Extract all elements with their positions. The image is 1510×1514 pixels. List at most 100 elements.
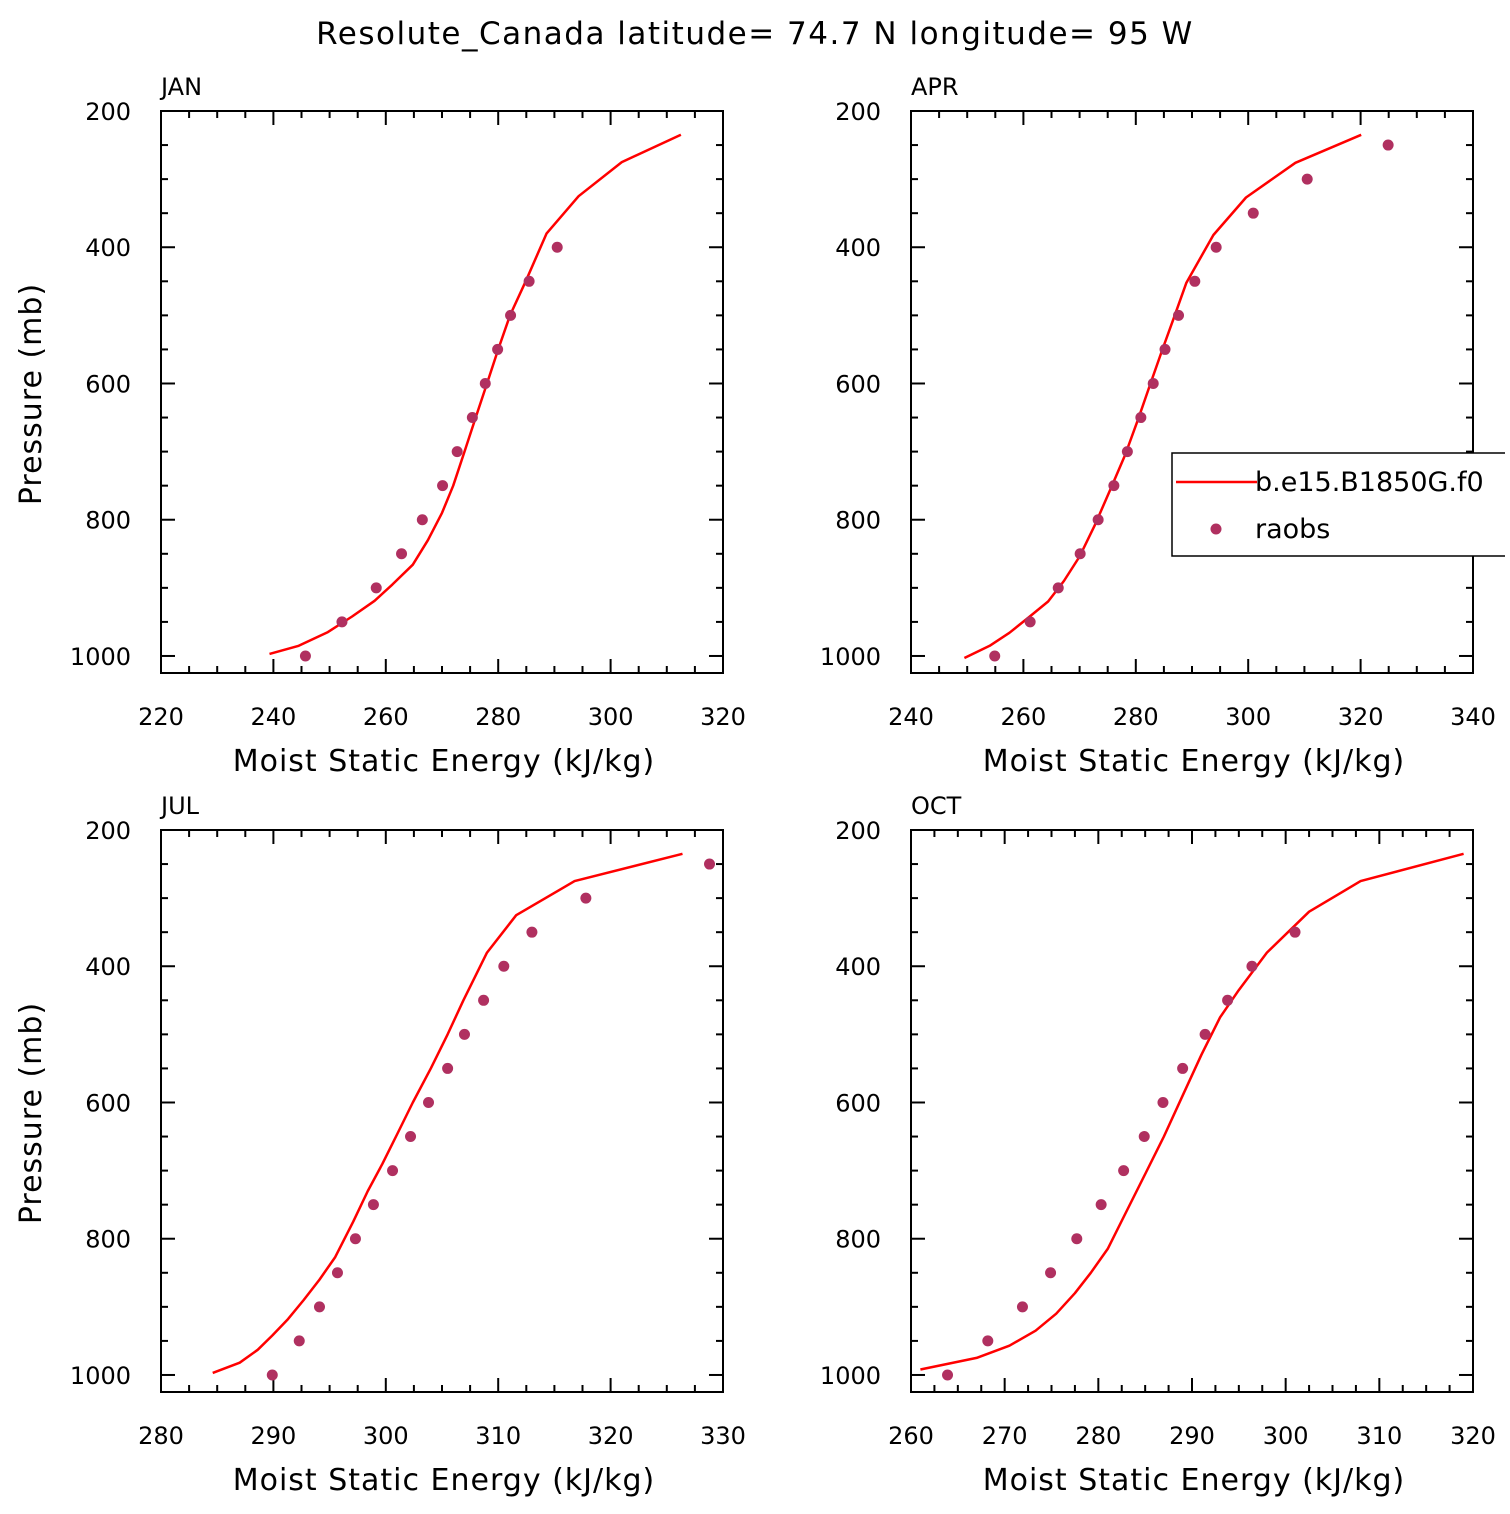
raobs-point (466, 412, 478, 424)
raobs-point (370, 582, 382, 594)
raobs-point (1210, 241, 1222, 253)
series-line-model (920, 852, 1464, 1371)
y-tick-label: 800 (85, 1226, 131, 1254)
raobs-point (505, 309, 517, 321)
legend-label-raobs: raobs (1255, 514, 1330, 545)
x-axis-title: Moist Static Energy (kJ/kg) (983, 744, 1406, 779)
panel-label: APR (911, 73, 959, 101)
raobs-point (313, 1301, 325, 1313)
raobs-point (1177, 1062, 1189, 1074)
y-tick-label: 200 (85, 817, 131, 845)
series-raobs (266, 858, 716, 1381)
x-tick-label: 320 (700, 703, 746, 731)
raobs-point (942, 1369, 954, 1381)
raobs-point (266, 1369, 278, 1381)
series-raobs (942, 926, 1301, 1381)
x-tick-label: 320 (588, 1422, 634, 1450)
raobs-point (1052, 582, 1064, 594)
y-tick-label: 600 (835, 1089, 881, 1117)
y-tick-label: 1000 (70, 1362, 131, 1390)
y-tick-label: 200 (835, 817, 881, 845)
raobs-point (1092, 514, 1104, 526)
panel-apr: APR 240 260 280 300 320 340 200 400 600 800 1000 Moi… (820, 73, 1496, 779)
x-tick-label: 330 (700, 1422, 746, 1450)
raobs-point (982, 1335, 994, 1347)
panel-label: JUL (159, 792, 200, 820)
raobs-point (523, 275, 535, 287)
y-tick-label: 200 (835, 98, 881, 126)
y-tick-label: 400 (835, 234, 881, 262)
x-tick-label: 220 (138, 703, 184, 731)
raobs-point (423, 1096, 435, 1108)
raobs-point (437, 480, 449, 492)
x-tick-label: 320 (1338, 703, 1384, 731)
plot-frame (160, 110, 724, 674)
series-line-model (963, 133, 1362, 660)
series-raobs (299, 241, 563, 662)
raobs-point (1108, 480, 1120, 492)
x-tick-label: 300 (1263, 1422, 1309, 1450)
raobs-point (451, 446, 463, 458)
raobs-point (1189, 275, 1201, 287)
x-axis-title: Moist Static Energy (kJ/kg) (983, 1463, 1406, 1498)
raobs-point (1147, 377, 1159, 389)
raobs-point (492, 343, 504, 355)
x-tick-label: 270 (982, 1422, 1028, 1450)
raobs-point (526, 926, 538, 938)
x-tick-label: 290 (1169, 1422, 1215, 1450)
x-tick-label: 340 (1450, 703, 1496, 731)
raobs-point (498, 960, 510, 972)
x-tick-label: 290 (250, 1422, 296, 1450)
raobs-point (458, 1028, 470, 1040)
x-tick-label: 300 (363, 1422, 409, 1450)
raobs-point (580, 892, 592, 904)
raobs-point (331, 1267, 343, 1279)
raobs-point (1045, 1267, 1057, 1279)
legend-marker-swatch (1210, 523, 1222, 535)
raobs-point (1173, 309, 1185, 321)
raobs-point (442, 1062, 454, 1074)
x-tick-label: 300 (1225, 703, 1271, 731)
plot-frame (910, 110, 1474, 674)
panel-jan: JAN 220 240 260 280 300 320 200 400 600 800 1000 Moi… (14, 73, 746, 779)
raobs-point (551, 241, 563, 253)
figure-title: Resolute_Canada latitude= 74.7 N longitu… (316, 16, 1194, 52)
y-tick-label: 800 (835, 1226, 881, 1254)
x-tick-label: 280 (475, 703, 521, 731)
raobs-point (405, 1131, 417, 1143)
x-tick-label: 300 (588, 703, 634, 731)
raobs-point (1095, 1199, 1107, 1211)
raobs-point (1016, 1301, 1028, 1313)
raobs-point (1121, 446, 1133, 458)
raobs-point (1301, 173, 1313, 185)
raobs-point (1222, 994, 1234, 1006)
raobs-point (1071, 1233, 1083, 1245)
raobs-point (299, 650, 311, 662)
raobs-point (349, 1233, 361, 1245)
raobs-point (396, 548, 408, 560)
y-tick-label: 800 (85, 507, 131, 535)
panel-label: OCT (911, 792, 962, 820)
plot-frame (910, 829, 1474, 1393)
raobs-point (1024, 616, 1036, 628)
series-line-model (212, 852, 683, 1375)
y-tick-label: 200 (85, 98, 131, 126)
x-axis-title: Moist Static Energy (kJ/kg) (233, 744, 656, 779)
raobs-point (1382, 139, 1394, 151)
y-axis-title: Pressure (mb) (14, 283, 49, 505)
legend-label-model: b.e15.B1850G.f0 (1255, 467, 1484, 498)
x-tick-label: 310 (475, 1422, 521, 1450)
x-tick-label: 320 (1450, 1422, 1496, 1450)
y-tick-label: 600 (835, 370, 881, 398)
y-tick-label: 1000 (820, 1362, 881, 1390)
raobs-point (989, 650, 1001, 662)
y-tick-label: 400 (85, 234, 131, 262)
x-tick-label: 240 (250, 703, 296, 731)
raobs-point (293, 1335, 305, 1347)
raobs-point (336, 616, 348, 628)
series-line-model (269, 133, 682, 656)
x-axis-title: Moist Static Energy (kJ/kg) (233, 1463, 656, 1498)
y-tick-label: 400 (85, 953, 131, 981)
